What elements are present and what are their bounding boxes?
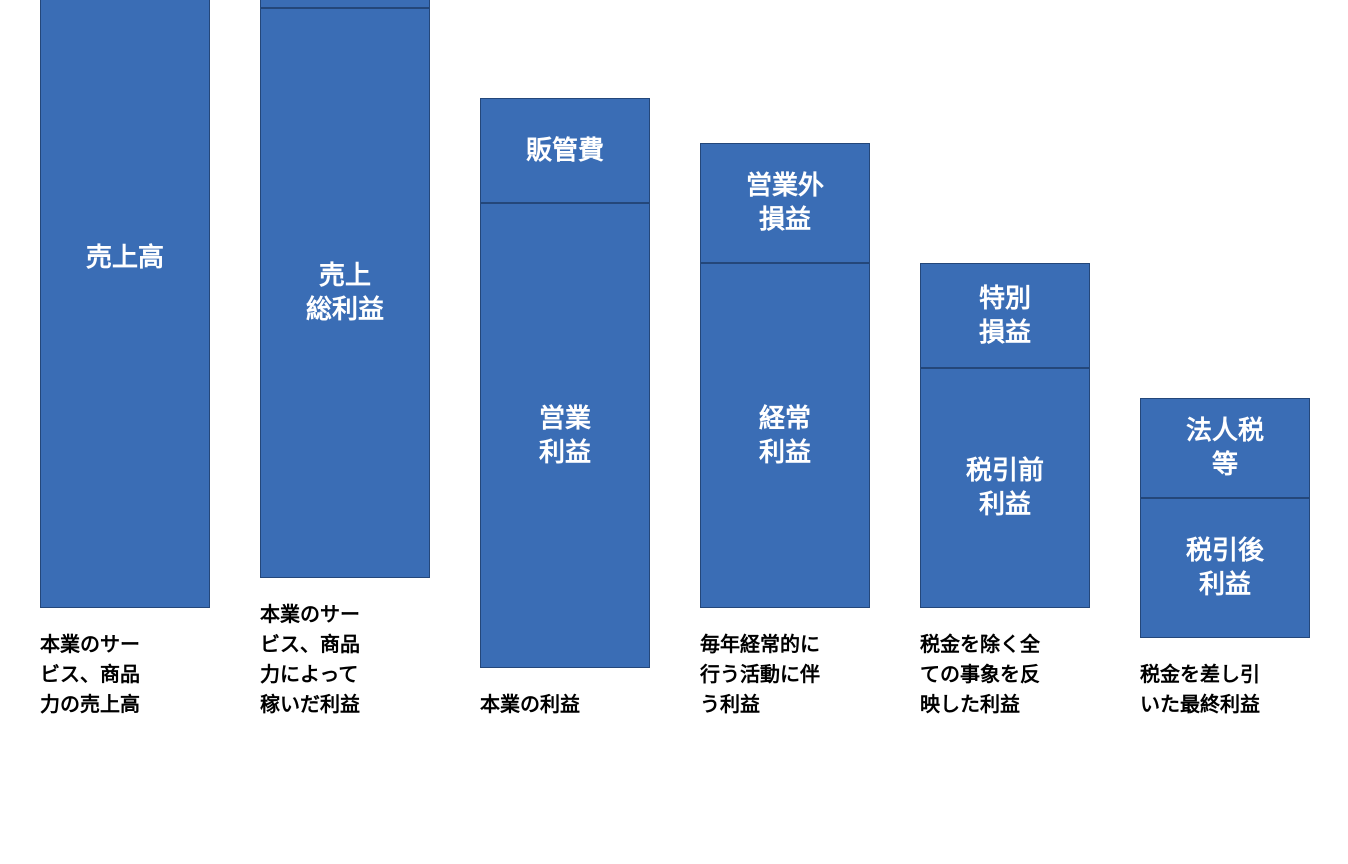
chart-column-5: 法人税 等税引後 利益税金を差し引 いた最終利益 xyxy=(1140,0,1310,720)
column-caption-4: 税金を除く全 ての事象を反 映した利益 xyxy=(920,630,1090,720)
bar-stack-5: 法人税 等税引後 利益 xyxy=(1140,0,1310,638)
column-caption-0: 本業のサー ビス、商品 力の売上高 xyxy=(40,630,210,720)
bar-segment-3-1: 経常 利益 xyxy=(700,263,870,608)
bar-stack-4: 特別 損益税引前 利益 xyxy=(920,0,1090,608)
column-caption-1: 本業のサー ビス、商品 力によって 稼いだ利益 xyxy=(260,600,430,720)
bar-stack-1: 売上 原価売上 総利益 xyxy=(260,0,430,578)
bar-segment-4-0: 特別 損益 xyxy=(920,263,1090,368)
bar-segment-0-0: 売上高 xyxy=(40,0,210,608)
bar-stack-0: 売上高 xyxy=(40,0,210,608)
column-caption-5: 税金を差し引 いた最終利益 xyxy=(1140,660,1310,720)
chart-column-4: 特別 損益税引前 利益税金を除く全 ての事象を反 映した利益 xyxy=(920,0,1090,720)
bar-segment-3-0: 営業外 損益 xyxy=(700,143,870,263)
column-caption-3: 毎年経常的に 行う活動に伴 う利益 xyxy=(700,630,870,720)
chart-column-0: 売上高本業のサー ビス、商品 力の売上高 xyxy=(40,0,210,720)
profit-breakdown-chart: 売上高本業のサー ビス、商品 力の売上高売上 原価売上 総利益本業のサー ビス、… xyxy=(40,20,1310,720)
chart-column-2: 販管費営業 利益本業の利益 xyxy=(480,0,650,720)
bar-segment-5-1: 税引後 利益 xyxy=(1140,498,1310,638)
bar-segment-4-1: 税引前 利益 xyxy=(920,368,1090,608)
chart-column-3: 営業外 損益経常 利益毎年経常的に 行う活動に伴 う利益 xyxy=(700,0,870,720)
bar-segment-2-1: 営業 利益 xyxy=(480,203,650,668)
bar-segment-1-0: 売上 原価 xyxy=(260,0,430,8)
bar-segment-2-0: 販管費 xyxy=(480,98,650,203)
bar-stack-2: 販管費営業 利益 xyxy=(480,0,650,668)
column-caption-2: 本業の利益 xyxy=(480,690,650,720)
bar-segment-5-0: 法人税 等 xyxy=(1140,398,1310,498)
bar-stack-3: 営業外 損益経常 利益 xyxy=(700,0,870,608)
chart-column-1: 売上 原価売上 総利益本業のサー ビス、商品 力によって 稼いだ利益 xyxy=(260,0,430,720)
bar-segment-1-1: 売上 総利益 xyxy=(260,8,430,578)
